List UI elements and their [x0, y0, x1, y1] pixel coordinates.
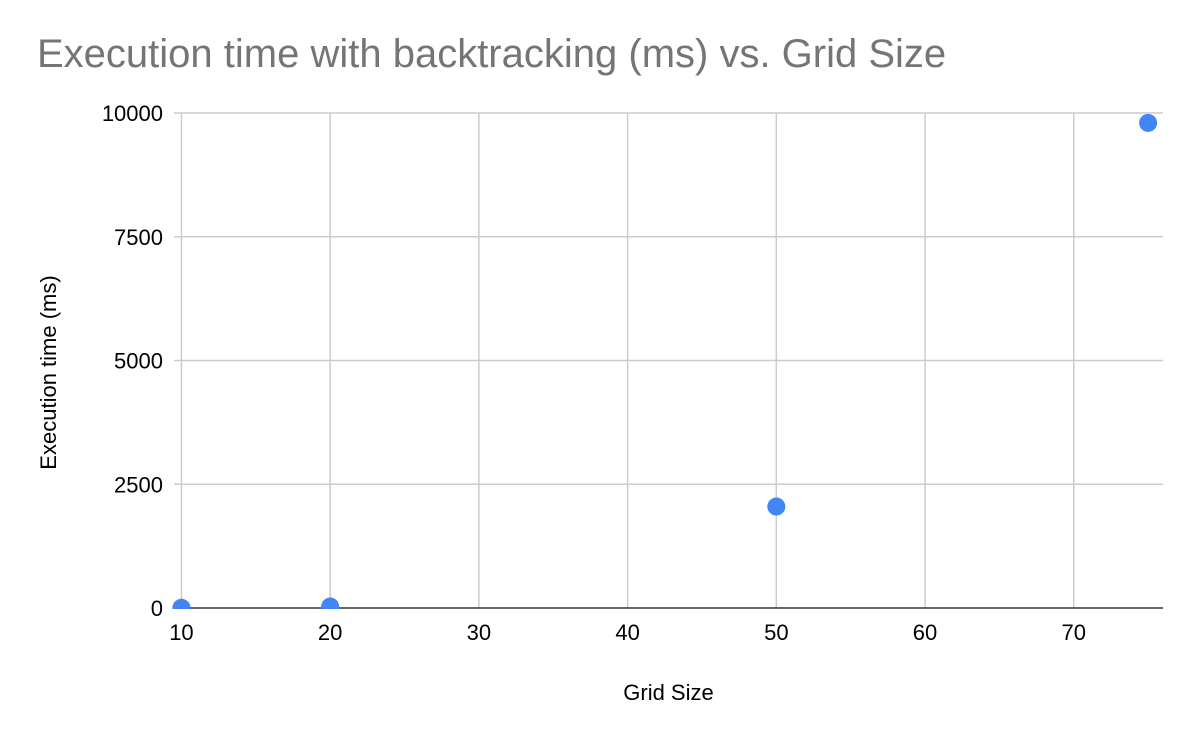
- data-point: [1139, 113, 1158, 132]
- y-tick-label: 7500: [114, 225, 163, 250]
- x-tick-label: 10: [169, 620, 193, 645]
- x-tick-label: 50: [764, 620, 788, 645]
- data-point: [767, 497, 786, 516]
- x-tick-label: 70: [1062, 620, 1086, 645]
- y-tick-labels: 0 2500 5000 7500 10000: [102, 101, 163, 621]
- y-tick-label: 2500: [114, 472, 163, 497]
- data-point: [321, 597, 340, 609]
- x-tick-label: 30: [467, 620, 491, 645]
- y-tick-label: 0: [151, 596, 163, 621]
- x-tick-label: 40: [615, 620, 639, 645]
- data-points: [172, 113, 1158, 609]
- x-tick-label: 20: [318, 620, 342, 645]
- gridlines: [174, 112, 1163, 608]
- y-tick-label: 10000: [102, 101, 163, 126]
- data-point: [172, 598, 191, 609]
- x-tick-label: 60: [913, 620, 937, 645]
- chart-title: Execution time with backtracking (ms) vs…: [37, 32, 947, 76]
- y-tick-label: 5000: [114, 349, 163, 374]
- x-tick-labels: 10 20 30 40 50 60 70: [169, 620, 1086, 645]
- x-axis-title: Grid Size: [623, 680, 713, 705]
- y-axis-title: Execution time (ms): [36, 275, 61, 469]
